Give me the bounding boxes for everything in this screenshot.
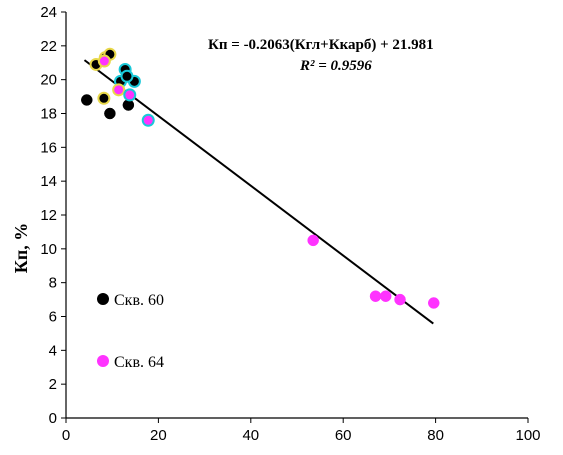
legend-marker-skv-60 <box>97 293 109 305</box>
y-axis-label: Кп, % <box>11 223 31 273</box>
x-ticks: 0 20 40 60 80 100 <box>62 418 541 444</box>
y-tick-label: 18 <box>40 106 57 123</box>
x-tick-label: 20 <box>150 427 167 444</box>
data-point-skv-60 <box>81 94 93 106</box>
x-tick-label: 40 <box>242 427 259 444</box>
data-point-skv-64 <box>123 88 137 102</box>
y-tick-label: 4 <box>49 342 57 359</box>
y-tick-label: 14 <box>40 173 57 190</box>
legend: Скв. 60 Скв. 64 <box>97 292 164 371</box>
y-tick-label: 6 <box>49 309 57 326</box>
legend-label-skv-60: Скв. 60 <box>114 292 164 309</box>
data-point-skv-64 <box>141 113 155 127</box>
data-point-skv-64 <box>379 290 392 302</box>
x-tick-label: 0 <box>62 427 70 444</box>
x-tick-label: 100 <box>515 427 540 444</box>
y-tick-label: 24 <box>40 4 57 21</box>
data-points <box>81 47 440 309</box>
r-squared-label: R² = 0.9596 <box>299 58 372 74</box>
y-tick-label: 0 <box>49 410 57 427</box>
data-point-skv-64 <box>307 234 319 247</box>
x-tick-label: 80 <box>427 427 444 444</box>
x-tick-label: 60 <box>335 427 352 444</box>
regression-equation: Кп = -0.2063(Кгл+Ккарб) + 21.981 <box>208 37 434 53</box>
trendline <box>83 59 434 325</box>
y-tick-label: 10 <box>40 241 57 258</box>
data-point-skv-64 <box>394 293 406 306</box>
data-point-skv-60 <box>97 91 111 105</box>
data-point-skv-60 <box>104 107 116 120</box>
data-point-skv-60 <box>120 69 134 83</box>
y-tick-label: 2 <box>49 376 57 393</box>
y-tick-label: 22 <box>40 38 57 55</box>
legend-marker-skv-64 <box>97 355 109 367</box>
data-point-skv-64 <box>112 83 126 97</box>
y-tick-label: 16 <box>40 139 57 156</box>
y-tick-label: 20 <box>40 72 57 89</box>
data-point-skv-64 <box>428 297 440 309</box>
data-point-skv-64 <box>369 290 382 302</box>
y-tick-label: 12 <box>40 207 57 224</box>
legend-label-skv-64: Скв. 64 <box>114 354 164 371</box>
y-tick-label: 8 <box>49 275 57 292</box>
data-point-skv-64 <box>97 54 111 68</box>
